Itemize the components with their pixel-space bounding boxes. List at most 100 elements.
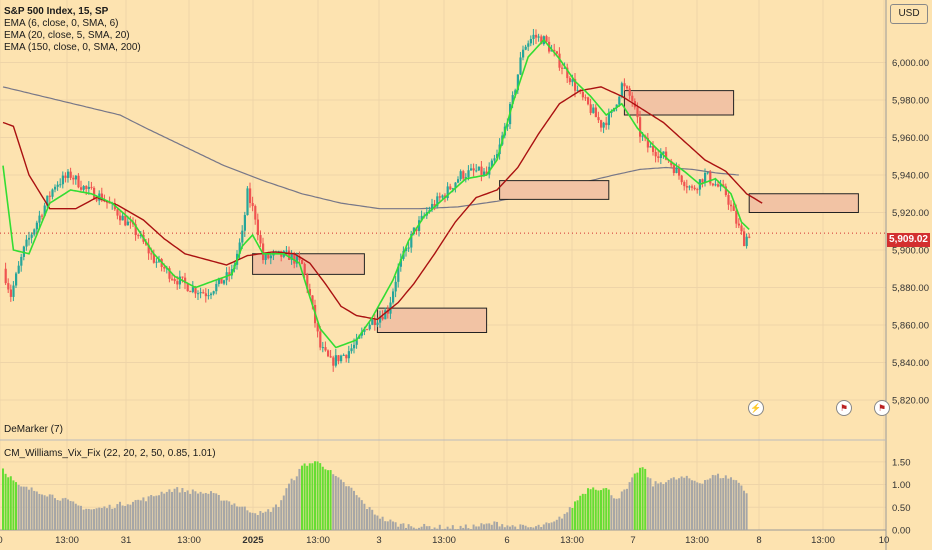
vix-bar [685,475,688,530]
candle-body [217,278,220,284]
candle-body [412,227,415,234]
candle-body [576,90,579,92]
candle-body [652,146,655,152]
vix-bar [277,507,280,530]
currency-button[interactable]: USD [890,4,928,24]
candle-body [496,154,499,159]
vix-bar [324,469,327,530]
vix-bar [48,494,51,530]
candle-body [108,202,111,204]
vix-bar [475,526,478,530]
vix-bar [636,472,639,530]
candle-body [269,255,272,259]
flag-icon-2[interactable]: ⚑ [874,400,890,416]
vix-bar [704,480,706,530]
candle-body [574,79,577,91]
price-tick-label: 5,900.00 [892,246,929,257]
vix-bar [467,528,470,530]
vix-bar [160,491,163,530]
candle-body [15,273,18,286]
vix-bar [238,506,241,530]
candle-body [95,199,98,201]
vix-bar [59,500,62,530]
legend-ema6[interactable]: EMA (6, close, 0, SMA, 6) [4,18,119,29]
vix-bar [230,504,233,530]
candle-body [54,186,57,190]
vix-bar [33,490,36,530]
candle-body [459,171,462,180]
vix-label[interactable]: CM_Williams_Vix_Fix (22, 20, 2, 50, 0.85… [4,448,216,459]
candle-body [620,83,623,97]
candle-body [251,203,254,207]
vix-bar [488,523,491,530]
candle-body [602,122,605,128]
candle-body [100,193,103,201]
vix-bar [620,491,623,530]
price-tick-label: 5,980.00 [892,96,929,107]
vix-bar [215,493,218,530]
demarker-label[interactable]: DeMarker (7) [4,424,63,435]
vix-bar [137,499,140,530]
lightning-icon[interactable]: ⚡ [748,400,764,416]
vix-bar [332,474,335,530]
candle-body [704,172,707,183]
candle-body [173,279,176,282]
candle-body [285,250,288,252]
candle-body [675,167,678,173]
vix-bar [246,510,249,530]
flag-icon[interactable]: ⚑ [836,400,852,416]
candle-body [155,261,158,263]
candle-body [163,267,166,269]
candle-body [628,88,631,96]
candle-body [262,243,265,261]
candle-body [202,292,205,294]
vix-bar [28,489,30,530]
vix-bar [745,493,748,530]
candle-body [61,175,64,185]
vix-bar [553,521,556,530]
candle-body [199,292,202,294]
vix-bar [672,477,675,530]
vix-bar [423,523,426,530]
vix-bar [618,498,621,530]
candle-body [454,182,457,189]
candle-body [72,177,75,180]
candle-body [241,230,244,243]
candle-body [290,253,293,260]
candle-body [420,215,423,221]
vix-bar [477,526,480,530]
vix-bar [90,509,93,530]
candle-body [696,189,699,191]
vix-bar [108,504,111,530]
legend-ema20[interactable]: EMA (20, close, 5, SMA, 20) [4,30,130,41]
vix-bar [506,525,509,530]
candle-body [194,287,197,294]
vix-bar [30,487,33,530]
vix-bar [236,506,238,530]
vix-bar [165,491,168,530]
vix-bar [38,493,41,530]
vix-bar [243,506,246,530]
candle-body [589,104,592,113]
vix-bar [358,497,361,530]
vix-bar [457,529,459,530]
vix-bar [269,511,272,530]
vix-bar [732,479,735,530]
vix-bar [72,501,75,530]
vix-bar [542,524,545,530]
vix-bar [558,516,561,530]
vix-bar [4,473,7,530]
vix-bar [389,519,392,530]
supply-demand-zone [499,180,610,200]
candle-body [561,67,564,69]
candle-body [480,166,483,176]
chart-title: S&P 500 Index, 15, SP [4,6,109,17]
vix-bar [436,528,439,530]
price-ticks: 6,000.00 5,980.00 5,960.00 5,940.00 5,920.00… [892,58,929,407]
legend-ema150[interactable]: EMA (150, close, 0, SMA, 200) [4,42,141,53]
price-tick-label: 5,880.00 [892,283,929,294]
candle-body [537,36,540,38]
vix-bar [334,475,337,530]
candle-body [654,151,657,157]
